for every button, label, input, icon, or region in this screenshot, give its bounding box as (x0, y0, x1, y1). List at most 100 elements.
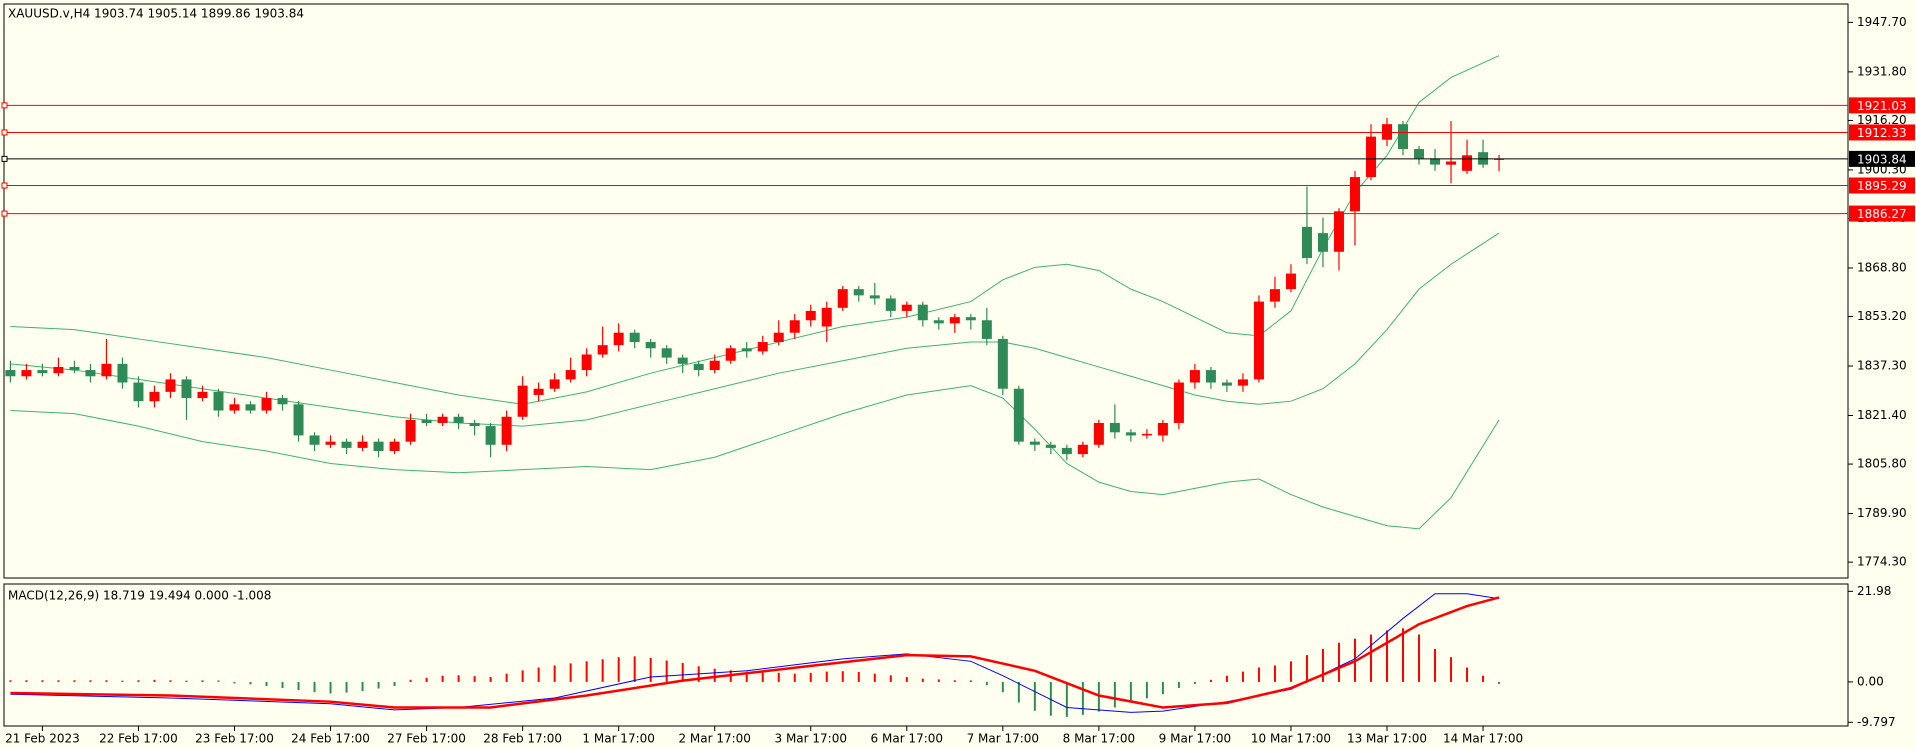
level-handle (1, 210, 8, 217)
candle-body (1093, 422, 1104, 445)
x-tick-label: 10 Mar 17:00 (1251, 732, 1331, 746)
y-tick-label: 1931.80 (1857, 64, 1907, 78)
x-tick-label: 8 Mar 17:00 (1063, 732, 1136, 746)
candle-body (901, 304, 912, 311)
candle-body (1462, 155, 1473, 171)
candle-body (645, 342, 656, 349)
candle-body (1446, 161, 1457, 165)
candle-body (133, 382, 144, 402)
y-tick-label: 1916.20 (1857, 113, 1907, 127)
x-tick-label: 7 Mar 17:00 (967, 732, 1040, 746)
y-tick-label: 1805.80 (1857, 457, 1907, 471)
level-label-box (1849, 124, 1915, 141)
x-tick-label: 3 Mar 17:00 (775, 732, 848, 746)
candle-body (245, 404, 256, 411)
candle-body (165, 379, 176, 392)
candle-body (325, 441, 336, 445)
candle-body (1269, 289, 1280, 302)
candle-body (181, 379, 192, 399)
candle-body (373, 441, 384, 451)
candle-body (821, 307, 832, 327)
x-tick-label: 21 Feb 2023 (5, 732, 80, 746)
candle-body (1382, 124, 1392, 140)
x-tick-label: 13 Mar 17:00 (1347, 732, 1427, 746)
candle-body (69, 366, 80, 371)
level-handle (1, 155, 8, 162)
candle-body (517, 385, 528, 417)
candle-body (485, 426, 496, 445)
candle-body (933, 320, 944, 324)
level-label-box (1849, 97, 1915, 114)
level-handle (1, 102, 8, 109)
level-label: 1903.84 (1857, 152, 1907, 166)
candle-body (1077, 444, 1088, 455)
level-label: 1886.27 (1857, 207, 1907, 221)
level-label-box (1849, 150, 1915, 167)
candle-body (149, 391, 160, 402)
y-tick-label: 1853.20 (1857, 309, 1907, 323)
candle-body (709, 360, 720, 371)
candle-body (981, 320, 992, 339)
candle-body (117, 363, 128, 383)
candle-body (5, 370, 16, 377)
candle-body (741, 348, 752, 352)
x-tick-label: 14 Mar 17:00 (1443, 732, 1523, 746)
candle-body (1365, 136, 1376, 178)
candle-body (613, 332, 624, 346)
level-handle (1, 182, 8, 189)
y-tick-label: 21.98 (1857, 584, 1891, 598)
candle-body (341, 441, 352, 448)
candle-body (1221, 382, 1232, 386)
level-label: 1912.33 (1857, 126, 1907, 140)
band-upper (10, 55, 1500, 405)
y-tick-label: 1789.90 (1857, 506, 1907, 520)
candle-body (565, 370, 576, 380)
candle-body (789, 320, 800, 333)
candle-body (453, 416, 464, 423)
y-tick-label: 0.00 (1857, 674, 1884, 688)
y-tick-label: 1837.30 (1857, 359, 1907, 373)
candle-body (37, 370, 48, 374)
candle-body (581, 354, 592, 371)
candle-body (501, 416, 512, 445)
candle-body (1189, 370, 1200, 383)
candle-body (1013, 388, 1024, 442)
candle-body (1045, 444, 1056, 448)
candle-body (1237, 379, 1248, 386)
candle-body (1157, 422, 1168, 436)
candle-body (437, 416, 448, 423)
candle-body (1205, 370, 1216, 383)
candle-body (309, 435, 320, 445)
macd-line (10, 596, 1500, 709)
candle-body (357, 441, 368, 448)
candle-body (229, 404, 240, 411)
candle-body (853, 289, 864, 296)
y-tick-label: 1774.30 (1857, 555, 1907, 569)
macd-panel (3, 583, 1849, 727)
candle-body (213, 391, 224, 411)
y-tick-label: 1947.70 (1857, 15, 1907, 29)
candle-body (837, 289, 848, 308)
y-tick-label: 1821.40 (1857, 408, 1907, 422)
candle-body (677, 357, 688, 364)
candle-body (421, 419, 432, 423)
candle-body (1317, 233, 1328, 252)
level-handle (1, 129, 8, 136)
candle-body (725, 348, 736, 361)
candle-body (1333, 211, 1344, 252)
candle-body (1125, 432, 1136, 436)
y-tick-label: -9.797 (1857, 715, 1896, 729)
level-label: 1921.03 (1857, 99, 1907, 113)
candle-body (1029, 441, 1040, 445)
candle-body (1109, 422, 1120, 433)
candle-body (53, 366, 64, 374)
x-tick-label: 24 Feb 17:00 (291, 732, 370, 746)
candle-body (277, 398, 288, 405)
chart-title: XAUUSD.v,H4 1903.74 1905.14 1899.86 1903… (8, 7, 304, 21)
x-tick-label: 9 Mar 17:00 (1159, 732, 1232, 746)
x-tick-label: 23 Feb 17:00 (195, 732, 274, 746)
candle-body (1414, 149, 1425, 159)
candle-body (965, 317, 976, 321)
